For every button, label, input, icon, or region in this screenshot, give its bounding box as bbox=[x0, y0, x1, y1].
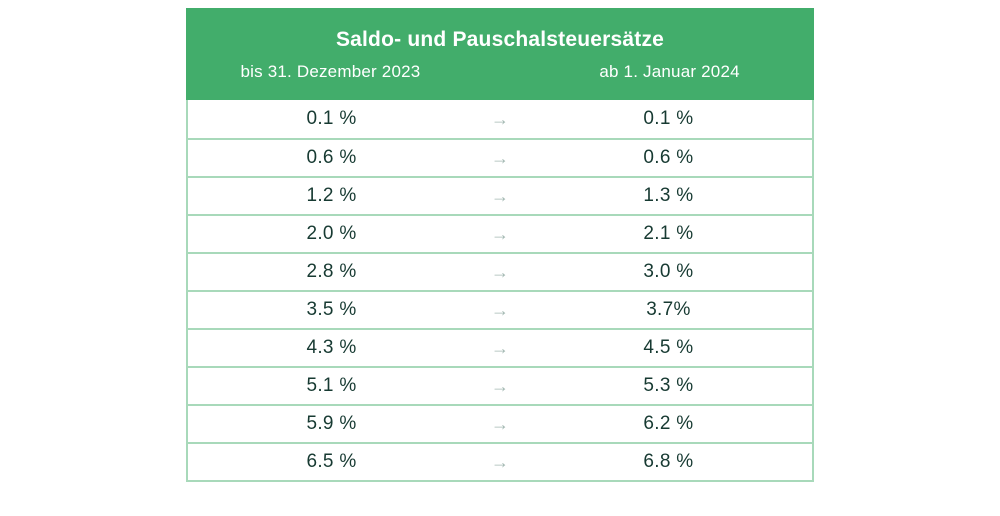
table-row: 2.0 % → 2.1 % bbox=[188, 214, 812, 252]
rate-before: 5.1 % bbox=[306, 375, 357, 396]
arrow-right-icon: → bbox=[490, 300, 509, 320]
rate-before: 0.6 % bbox=[306, 147, 357, 168]
arrow-right-icon: → bbox=[490, 376, 509, 396]
rate-after: 6.2 % bbox=[643, 413, 694, 434]
arrow-right-icon: → bbox=[490, 338, 509, 358]
arrow-right-icon: → bbox=[490, 262, 509, 282]
table-header: Saldo- und Pauschalsteuersätze bis 31. D… bbox=[186, 8, 814, 100]
rate-before: 1.2 % bbox=[306, 185, 357, 206]
table-body: 0.1 % → 0.1 % 0.6 % → 0.6 % 1.2 % → 1.3 … bbox=[186, 100, 814, 482]
rate-after: 4.5 % bbox=[643, 337, 694, 358]
table-row: 4.3 % → 4.5 % bbox=[188, 328, 812, 366]
rate-after: 3.7% bbox=[646, 299, 691, 320]
table-row: 3.5 % → 3.7% bbox=[188, 290, 812, 328]
table-row: 0.1 % → 0.1 % bbox=[188, 100, 812, 138]
rate-before: 3.5 % bbox=[306, 299, 357, 320]
rate-after: 3.0 % bbox=[643, 261, 694, 282]
arrow-right-icon: → bbox=[490, 414, 509, 434]
table-row: 5.9 % → 6.2 % bbox=[188, 404, 812, 442]
rate-before: 5.9 % bbox=[306, 413, 357, 434]
arrow-right-icon: → bbox=[490, 109, 509, 129]
arrow-right-icon: → bbox=[490, 148, 509, 168]
table-row: 2.8 % → 3.0 % bbox=[188, 252, 812, 290]
table-row: 0.6 % → 0.6 % bbox=[188, 138, 812, 176]
column-header-after: ab 1. Januar 2024 bbox=[599, 62, 740, 81]
table-title: Saldo- und Pauschalsteuersätze bbox=[335, 28, 665, 51]
column-header-before: bis 31. Dezember 2023 bbox=[240, 62, 421, 81]
rate-before: 4.3 % bbox=[306, 337, 357, 358]
column-header-row: bis 31. Dezember 2023 ab 1. Januar 2024 bbox=[186, 61, 814, 83]
table-row: 5.1 % → 5.3 % bbox=[188, 366, 812, 404]
rate-before: 2.8 % bbox=[306, 261, 357, 282]
column-header-spacer bbox=[475, 61, 525, 83]
rate-after: 0.1 % bbox=[643, 108, 694, 129]
rate-after: 5.3 % bbox=[643, 375, 694, 396]
arrow-right-icon: → bbox=[490, 186, 509, 206]
rate-after: 0.6 % bbox=[643, 147, 694, 168]
tax-rate-table: Saldo- und Pauschalsteuersätze bis 31. D… bbox=[186, 8, 814, 482]
arrow-right-icon: → bbox=[490, 452, 509, 472]
rate-before: 2.0 % bbox=[306, 223, 357, 244]
rate-before: 0.1 % bbox=[306, 108, 357, 129]
rate-after: 6.8 % bbox=[643, 451, 694, 472]
rate-after: 2.1 % bbox=[643, 223, 694, 244]
arrow-right-icon: → bbox=[490, 224, 509, 244]
rate-after: 1.3 % bbox=[643, 185, 694, 206]
table-row: 1.2 % → 1.3 % bbox=[188, 176, 812, 214]
table-row: 6.5 % → 6.8 % bbox=[188, 442, 812, 480]
rate-before: 6.5 % bbox=[306, 451, 357, 472]
